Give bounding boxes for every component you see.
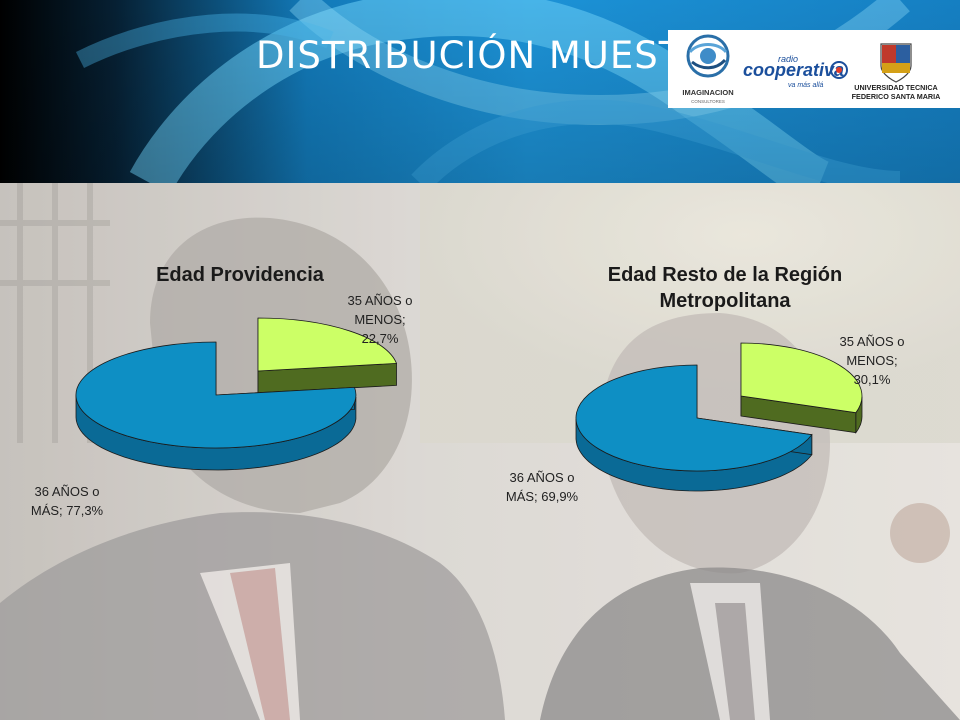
chart-title-region-metropolitana: Edad Resto de la Región Metropolitana [607,264,843,312]
svg-text:UNIVERSIDAD TECNICA: UNIVERSIDAD TECNICA [854,83,937,92]
svg-text:FEDERICO SANTA MARIA: FEDERICO SANTA MARIA [852,92,941,101]
cooperativa-logo: radio cooperativa va más allá [743,54,848,89]
imaginacion-logo: IMAGINACION CONSULTORES [682,34,734,104]
svg-text:CONSULTORES: CONSULTORES [691,99,725,104]
logos-svg: IMAGINACION CONSULTORES radio cooperativ… [682,34,941,104]
svg-text:cooperativa: cooperativa [743,60,844,80]
page-title: DISTRIBUCIÓN MUESTRA [256,34,734,77]
header-banner: DISTRIBUCIÓN MUESTRA IMAGINACION CONSULT… [0,0,960,183]
chart-title-providencia: Edad Providencia [156,264,324,286]
logo-bar: IMAGINACION CONSULTORES radio cooperativ… [668,30,960,108]
svg-text:va más allá: va más allá [788,82,824,89]
svg-text:IMAGINACION: IMAGINACION [682,88,733,97]
pie1-slice-0-top [257,317,398,372]
pie2-label-menos: 35 AÑOS o MENOS; 30,1% [839,334,905,387]
svg-text:radio: radio [778,54,798,64]
pie1-slice-1-top [75,341,357,449]
pie1-label-mas: 36 AÑOS o MÁS; 77,3% [30,484,104,518]
utfsm-logo: UNIVERSIDAD TECNICA FEDERICO SANTA MARIA [852,43,941,101]
pie2-slice-1-top [575,364,813,472]
pie2-label-mas: 36 AÑOS o MÁS; 69,9% [505,470,579,504]
pie1-label-menos: 35 AÑOS o MENOS; 22,7% [347,293,413,346]
pie2-slice-0-top [740,342,863,414]
